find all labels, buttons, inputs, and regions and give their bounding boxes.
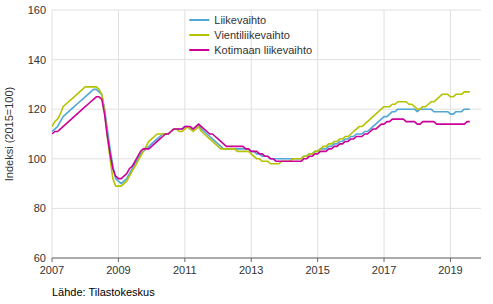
- y-tick-label: 160: [28, 4, 46, 16]
- x-tick-label: 2017: [372, 264, 396, 276]
- legend-label: Vientiliikevaihto: [214, 29, 290, 41]
- x-tick-label: 2013: [239, 264, 263, 276]
- y-tick-label: 80: [34, 202, 46, 214]
- x-tick: [450, 258, 451, 262]
- x-tick: [384, 258, 385, 262]
- x-grid-line: [118, 10, 119, 258]
- y-grid-line: [52, 59, 481, 60]
- x-tick-label: 2019: [438, 264, 462, 276]
- x-tick: [118, 258, 119, 262]
- y-grid-line: [52, 10, 481, 11]
- y-grid-line: [52, 208, 481, 209]
- y-axis-label: Indeksi (2015=100): [3, 87, 15, 181]
- source-text: Lähde: Tilastokeskus: [52, 286, 155, 298]
- x-tick: [251, 258, 252, 262]
- x-grid-line: [384, 10, 385, 258]
- legend-swatch: [189, 49, 209, 51]
- background: [0, 0, 493, 304]
- y-grid-line: [52, 258, 481, 259]
- y-grid-line: [52, 158, 481, 159]
- legend-swatch: [189, 19, 209, 21]
- chart: 60 80 100 120 140 160 2007 2009 2011 2013 2015 2017…: [0, 0, 493, 304]
- legend-label: Kotimaan liikevaihto: [214, 44, 312, 56]
- legend-label: Liikevaihto: [214, 14, 266, 26]
- x-grid-line: [450, 10, 451, 258]
- x-grid-line: [184, 10, 185, 258]
- x-tick-label: 2007: [40, 264, 64, 276]
- x-tick: [317, 258, 318, 262]
- x-tick: [184, 258, 185, 262]
- y-tick-label: 140: [28, 54, 46, 66]
- x-tick-label: 2009: [106, 264, 130, 276]
- grid: [52, 10, 481, 258]
- x-tick-label: 2011: [173, 264, 197, 276]
- legend-swatch: [189, 34, 209, 36]
- x-tick: [52, 258, 53, 262]
- y-tick-label: 60: [34, 252, 46, 264]
- y-tick-label: 100: [28, 153, 46, 165]
- x-axis-line: [52, 258, 481, 259]
- series-line: [52, 87, 470, 186]
- y-tick-label: 120: [28, 103, 46, 115]
- series-line: [52, 97, 470, 179]
- legend: Liikevaihto Vientiliikevaihto Kotimaan lii…: [189, 14, 312, 56]
- x-grid-line: [317, 10, 318, 258]
- x-tick-label: 2015: [305, 264, 329, 276]
- axes: 60 80 100 120 140 160 2007 2009 2011 2013 2015 2017…: [28, 4, 481, 276]
- lines: [52, 87, 470, 186]
